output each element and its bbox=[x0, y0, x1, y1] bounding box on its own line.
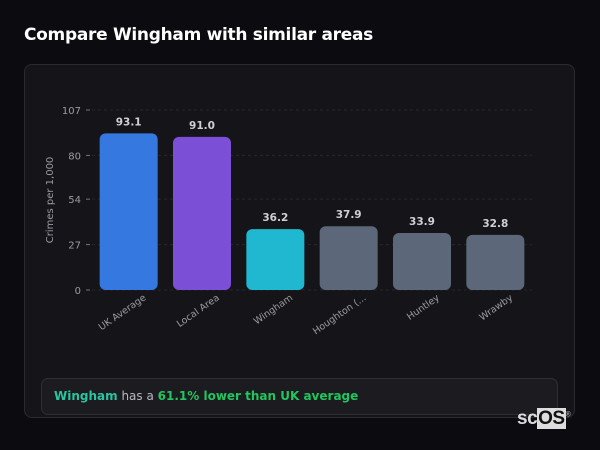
y-tick-label: 54 bbox=[68, 195, 81, 206]
bar[interactable] bbox=[246, 229, 305, 290]
x-tick-label: Local Area bbox=[175, 292, 222, 329]
summary-highlight: 61.1% lower than UK average bbox=[157, 389, 359, 403]
x-tick-label: Wrawby bbox=[478, 292, 516, 323]
bar[interactable] bbox=[393, 232, 451, 290]
data-label: 37.9 bbox=[336, 209, 362, 221]
y-axis-label: Crimes per 1,000 bbox=[45, 157, 56, 244]
x-tick-label: Houghton (... bbox=[311, 292, 368, 337]
x-tick-label: Huntley bbox=[405, 292, 442, 322]
data-label: 33.9 bbox=[409, 216, 435, 228]
bar[interactable] bbox=[99, 133, 158, 290]
bar[interactable] bbox=[319, 226, 378, 290]
y-tick-label: 107 bbox=[62, 106, 81, 117]
data-label: 36.2 bbox=[262, 212, 288, 224]
bar[interactable] bbox=[466, 234, 525, 290]
page-title: Compare Wingham with similar areas bbox=[24, 25, 373, 45]
data-label: 93.1 bbox=[116, 116, 142, 128]
summary-text: has a bbox=[117, 389, 158, 403]
summary-area: Wingham bbox=[54, 389, 118, 403]
x-tick-label: Wingham bbox=[252, 292, 295, 327]
data-label: 32.8 bbox=[482, 218, 508, 230]
y-tick-label: 80 bbox=[68, 151, 81, 162]
x-tick-label: UK Average bbox=[97, 292, 149, 333]
logo: scOS® bbox=[517, 408, 571, 429]
summary-box: Wingham has a 61.1% lower than UK averag… bbox=[41, 378, 558, 415]
y-tick-label: 0 bbox=[75, 286, 81, 297]
data-label: 91.0 bbox=[189, 120, 215, 132]
bar[interactable] bbox=[173, 136, 231, 290]
y-tick-label: 27 bbox=[68, 241, 81, 252]
